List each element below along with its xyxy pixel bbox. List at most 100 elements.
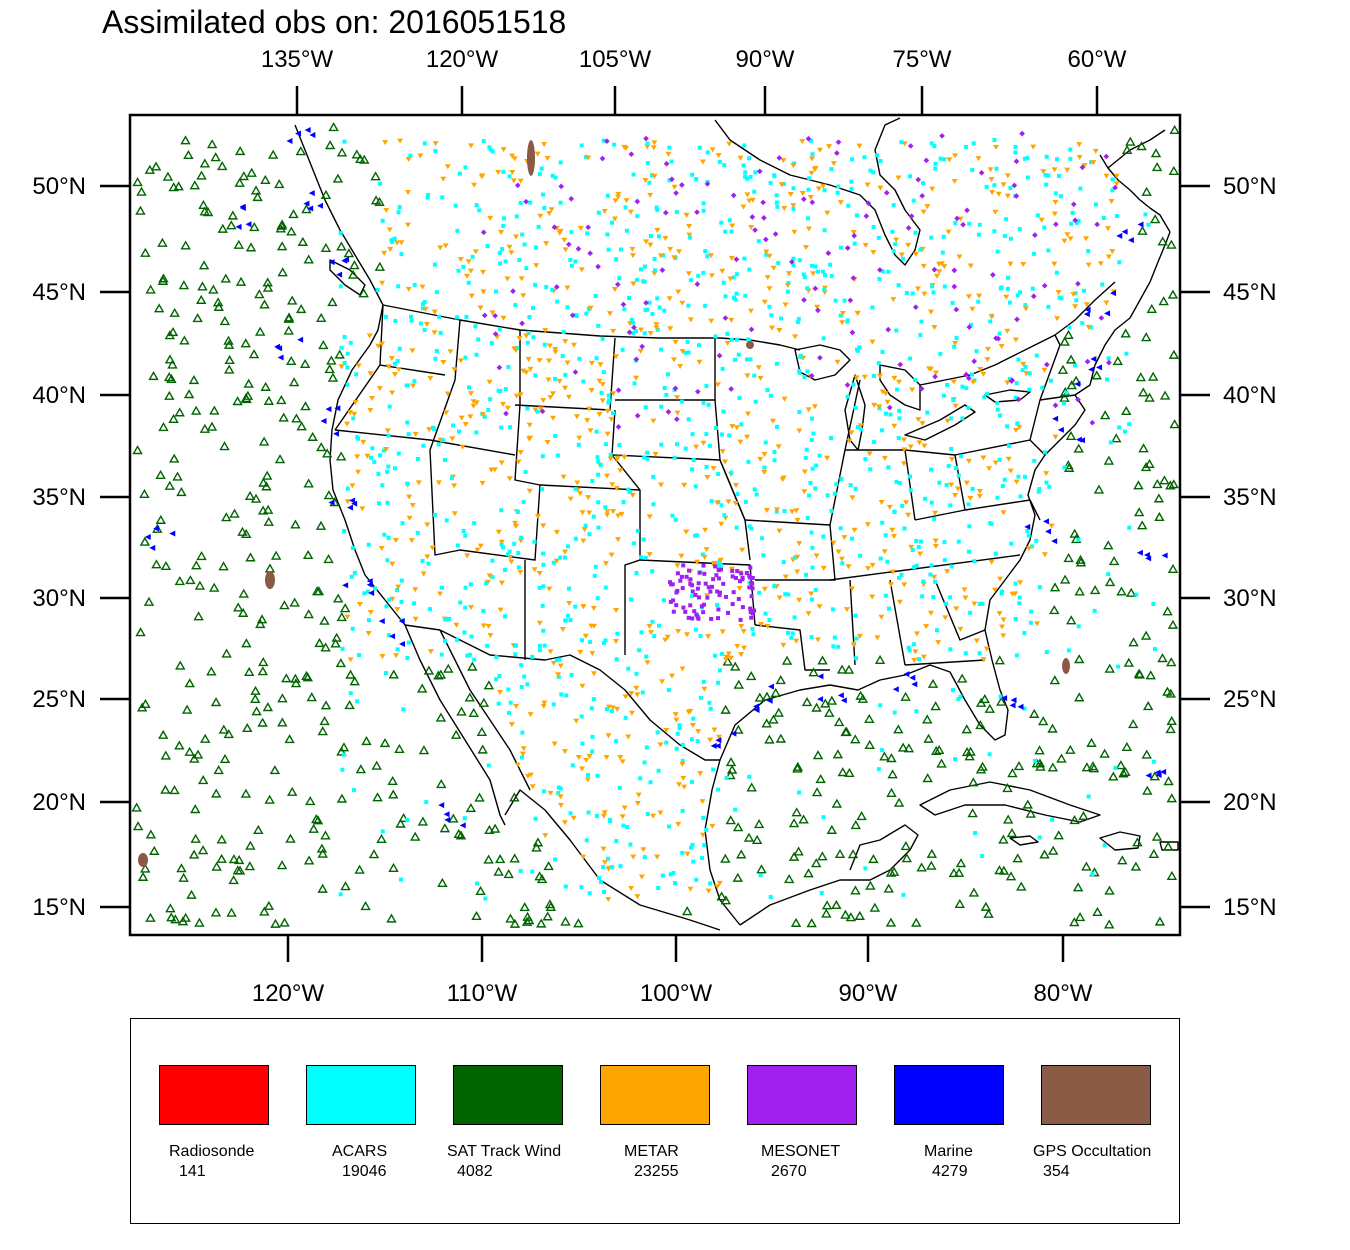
legend-count: 4082	[457, 1163, 493, 1180]
metar-marker	[950, 379, 957, 385]
acars-marker	[840, 561, 845, 566]
metar-marker	[1076, 142, 1083, 148]
metar-marker	[618, 511, 625, 517]
sat-track-wind-marker	[1167, 619, 1179, 629]
acars-marker	[933, 161, 938, 166]
acars-marker	[544, 284, 549, 289]
acars-marker	[664, 740, 669, 745]
sat-track-wind-marker	[864, 713, 875, 724]
acars-marker	[853, 486, 858, 491]
acars-marker	[666, 688, 671, 693]
acars-marker	[851, 382, 856, 387]
sat-track-wind-marker	[927, 678, 939, 688]
sat-track-wind-marker	[308, 823, 319, 833]
metar-marker	[437, 591, 444, 597]
metar-marker	[965, 294, 972, 300]
marine-marker	[1127, 237, 1134, 244]
marine-marker	[459, 822, 466, 829]
acars-marker	[891, 249, 896, 254]
sat-track-wind-marker	[489, 823, 501, 833]
acars-marker	[948, 647, 953, 652]
acars-marker	[650, 569, 655, 574]
sat-track-wind-marker	[262, 702, 274, 712]
sat-track-wind-marker	[206, 666, 217, 676]
sat-track-wind-marker	[312, 815, 324, 825]
acars-marker	[958, 694, 963, 699]
acars-marker	[591, 514, 596, 519]
acars-marker	[725, 331, 730, 336]
metar-marker	[487, 633, 494, 639]
metar-marker	[517, 538, 524, 544]
metar-marker	[459, 444, 466, 450]
acars-marker	[942, 540, 947, 545]
metar-marker	[769, 325, 776, 331]
sat-track-wind-marker	[197, 281, 208, 291]
acars-marker	[877, 276, 882, 281]
sat-track-wind-marker	[360, 901, 371, 911]
acars-marker	[618, 247, 623, 252]
acars-marker	[650, 312, 655, 317]
mesonet-marker	[761, 215, 767, 221]
mesonet-marker	[706, 585, 711, 590]
metar-marker	[764, 623, 771, 629]
acars-marker	[638, 776, 643, 781]
acars-marker	[977, 222, 982, 227]
acars-marker	[1023, 303, 1028, 308]
acars-marker	[338, 892, 343, 897]
metar-marker	[532, 407, 539, 413]
acars-marker	[1110, 188, 1115, 193]
metar-marker	[824, 210, 831, 216]
sat-track-wind-marker	[1099, 410, 1111, 420]
acars-marker	[704, 827, 709, 832]
top-lon-label: 120°W	[426, 46, 499, 73]
metar-marker	[498, 539, 505, 545]
acars-marker	[667, 145, 672, 150]
sat-track-wind-marker	[1140, 630, 1152, 640]
sat-track-wind-marker	[243, 666, 255, 676]
sat-track-wind-marker	[886, 787, 897, 797]
acars-marker	[569, 672, 574, 677]
acars-marker	[791, 186, 796, 191]
left-lat-label: 40°N	[32, 382, 86, 409]
acars-marker	[854, 656, 859, 661]
sat-track-wind-marker	[145, 284, 156, 294]
acars-marker	[436, 442, 441, 447]
sat-track-wind-marker	[250, 185, 262, 195]
sat-track-wind-marker	[843, 664, 855, 674]
marine-marker	[1137, 221, 1144, 228]
metar-marker	[971, 601, 978, 607]
acars-marker	[731, 275, 736, 280]
metar-marker	[898, 252, 905, 258]
acars-marker	[455, 543, 460, 548]
sat-track-wind-marker	[1120, 328, 1131, 338]
sat-track-wind-marker	[186, 889, 197, 899]
marine-marker	[766, 697, 773, 704]
metar-marker	[794, 569, 801, 575]
metar-marker	[1033, 621, 1040, 627]
metar-marker	[889, 569, 896, 575]
sat-track-wind-marker	[188, 374, 200, 385]
sat-track-wind-marker	[259, 299, 270, 309]
mesonet-marker	[1084, 358, 1091, 365]
metar-marker	[1017, 580, 1024, 586]
metar-marker	[980, 657, 987, 663]
top-lon-label: 75°W	[893, 46, 952, 73]
acars-marker	[716, 680, 721, 685]
acars-marker	[542, 342, 547, 347]
metar-marker	[916, 440, 923, 446]
metar-marker	[699, 159, 706, 165]
acars-marker	[713, 425, 718, 430]
metar-marker	[355, 363, 362, 369]
sat-track-wind-marker	[505, 913, 516, 923]
mesonet-marker	[1019, 130, 1025, 137]
metar-marker	[677, 364, 684, 370]
acars-marker	[623, 205, 628, 210]
metar-marker	[761, 299, 768, 305]
sat-track-wind-marker	[1092, 906, 1103, 916]
sat-track-wind-marker	[315, 520, 327, 530]
acars-marker	[1055, 157, 1060, 162]
sat-track-wind-marker	[436, 779, 447, 789]
acars-marker	[378, 453, 383, 458]
acars-marker	[499, 542, 504, 547]
observation-points	[131, 122, 1180, 929]
